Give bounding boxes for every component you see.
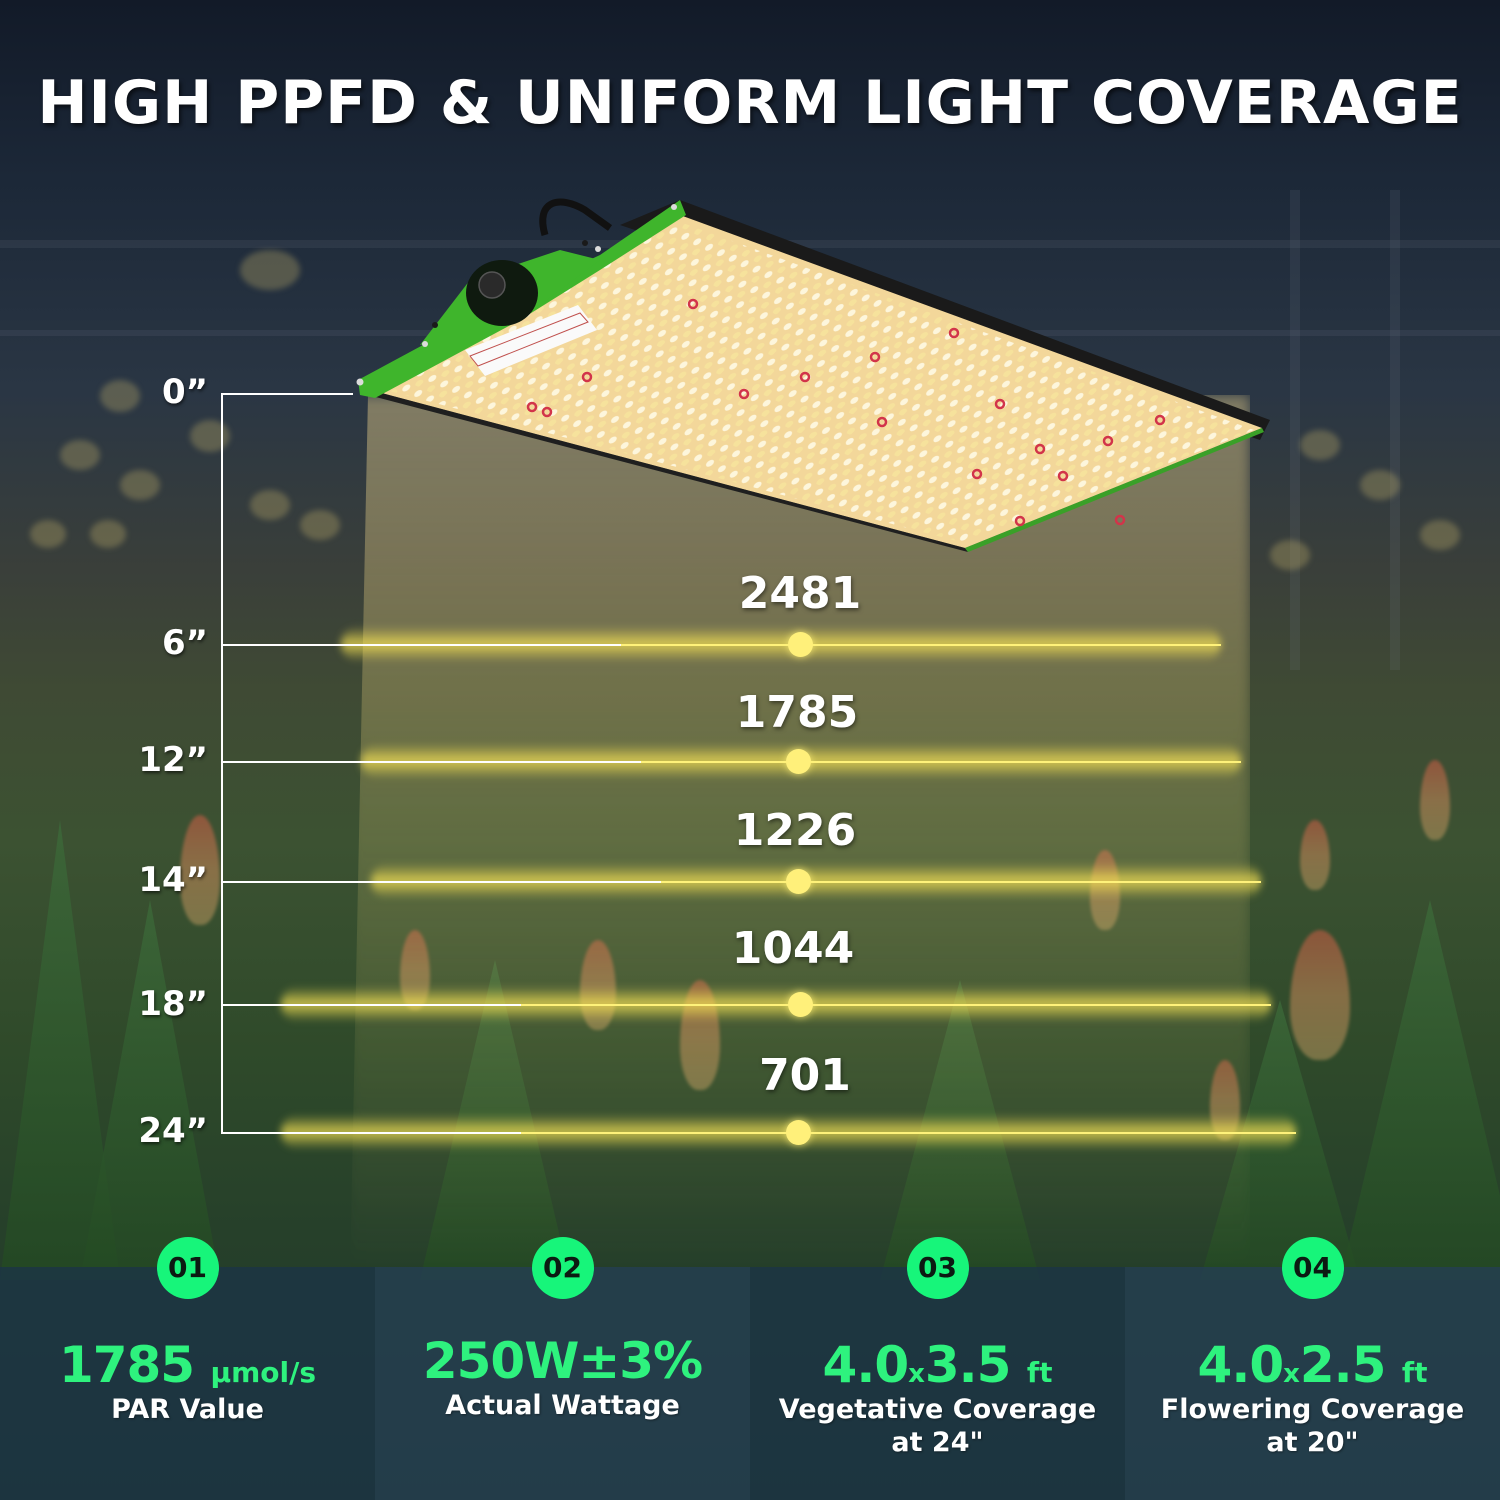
ppfd-level-24 (221, 1114, 1296, 1150)
coverage-depth: 3.5 (924, 1336, 1012, 1394)
ppfd-dot (786, 869, 811, 894)
coverage-unit: ft (1401, 1356, 1428, 1389)
greenhouse-post (1290, 190, 1300, 670)
ppfd-level-18 (221, 986, 1271, 1022)
feature-vegetative-coverage: 03 4.0x3.5 ft Vegetative Coverage at 24" (750, 1237, 1125, 1500)
tulip-leaf (1340, 900, 1500, 1280)
ppfd-level-14 (221, 863, 1261, 899)
bokeh-light (90, 520, 126, 548)
bokeh-light (1300, 430, 1340, 460)
distance-axis-line (221, 394, 223, 1134)
level-line-glow (641, 761, 1241, 763)
ppfd-dot (786, 1120, 811, 1145)
coverage-width: 4.0 (1197, 1336, 1285, 1394)
coverage-depth: 2.5 (1299, 1336, 1387, 1394)
page-title: HIGH PPFD & UNIFORM LIGHT COVERAGE (37, 68, 1463, 138)
bokeh-light (100, 380, 140, 412)
level-line-glow (521, 1004, 1271, 1006)
bokeh-light (1270, 540, 1310, 570)
tulip-bud (180, 815, 220, 925)
greenhouse-beam (0, 330, 1500, 336)
feature-headline: 4.0x2.5 ft (1125, 1337, 1500, 1402)
bokeh-light (190, 420, 230, 452)
distance-label-12: 12” (138, 740, 208, 780)
par-number: 1785 (58, 1336, 195, 1394)
ppfd-dot (788, 632, 813, 657)
feature-number-badge: 04 (1281, 1237, 1344, 1299)
ppfd-value-6: 2481 (738, 568, 862, 619)
level-line-glow (521, 1132, 1296, 1134)
par-unit: µmol/s (210, 1356, 317, 1389)
feature-par-value: 01 1785 µmol/s PAR Value (0, 1237, 375, 1500)
bokeh-light (300, 510, 340, 540)
feature-number-badge: 03 (906, 1237, 969, 1299)
tulip-bud (1420, 760, 1450, 840)
tulip-bud (1300, 820, 1330, 890)
bokeh-light (250, 490, 290, 520)
feature-headline: 1785 µmol/s (0, 1337, 375, 1401)
feature-number-badge: 01 (156, 1237, 219, 1299)
distance-label-6: 6” (161, 623, 208, 663)
feature-headline: 4.0x3.5 ft (750, 1337, 1125, 1402)
feature-label-line1: PAR Value (111, 1394, 264, 1425)
feature-headline: 250W±3% (375, 1333, 750, 1389)
feature-label: Actual Wattage (375, 1389, 750, 1422)
ppfd-value-12: 1785 (735, 687, 859, 738)
level-line (221, 881, 661, 883)
bokeh-light (240, 250, 300, 290)
axis-origin-line (221, 393, 353, 395)
bokeh-light (1420, 520, 1460, 550)
tulip-bud (1290, 930, 1350, 1060)
greenhouse-post (1390, 190, 1400, 670)
bokeh-light (1360, 470, 1400, 500)
feature-flowering-coverage: 04 4.0x2.5 ft Flowering Coverage at 20" (1125, 1237, 1500, 1500)
wattage-value: 250W±3% (422, 1332, 703, 1390)
distance-label-18: 18” (138, 984, 208, 1024)
level-line (221, 761, 641, 763)
level-line-glow (661, 881, 1261, 883)
bokeh-light (30, 520, 66, 548)
bokeh-light (120, 470, 160, 500)
feature-number-badge: 02 (531, 1237, 594, 1299)
times-sign: x (908, 1359, 925, 1389)
coverage-width: 4.0 (822, 1336, 910, 1394)
distance-label-24: 24” (138, 1111, 208, 1151)
distance-label-14: 14” (138, 860, 208, 900)
feature-label: PAR Value (0, 1393, 375, 1426)
greenhouse-beam (0, 240, 1500, 248)
ppfd-dot (786, 749, 811, 774)
level-line (221, 1132, 521, 1134)
ppfd-level-6 (221, 626, 1221, 662)
feature-label: Vegetative Coverage at 24" (750, 1393, 1125, 1459)
feature-panels: 01 1785 µmol/s PAR Value 02 250W±3% Actu… (0, 1237, 1500, 1500)
times-sign: x (1283, 1359, 1300, 1389)
tulip-leaf (80, 900, 220, 1280)
ppfd-dot (788, 992, 813, 1017)
feature-label: Flowering Coverage at 20" (1125, 1393, 1500, 1459)
feature-label-line2: at 20" (1266, 1427, 1359, 1458)
coverage-unit: ft (1026, 1356, 1053, 1389)
feature-label-line1: Flowering Coverage (1160, 1394, 1465, 1425)
ppfd-value-24: 701 (759, 1050, 851, 1101)
bokeh-light (60, 440, 100, 470)
feature-label-line2: at 24" (891, 1427, 984, 1458)
distance-label-0: 0” (161, 372, 208, 412)
ppfd-level-12 (221, 743, 1241, 779)
ppfd-value-14: 1226 (733, 805, 857, 856)
level-line-glow (621, 644, 1221, 646)
ppfd-value-18: 1044 (731, 923, 855, 974)
feature-label-line1: Vegetative Coverage (778, 1394, 1097, 1425)
level-line (221, 1004, 521, 1006)
feature-label-line1: Actual Wattage (445, 1390, 680, 1421)
level-line (221, 644, 621, 646)
feature-actual-wattage: 02 250W±3% Actual Wattage (375, 1237, 750, 1500)
